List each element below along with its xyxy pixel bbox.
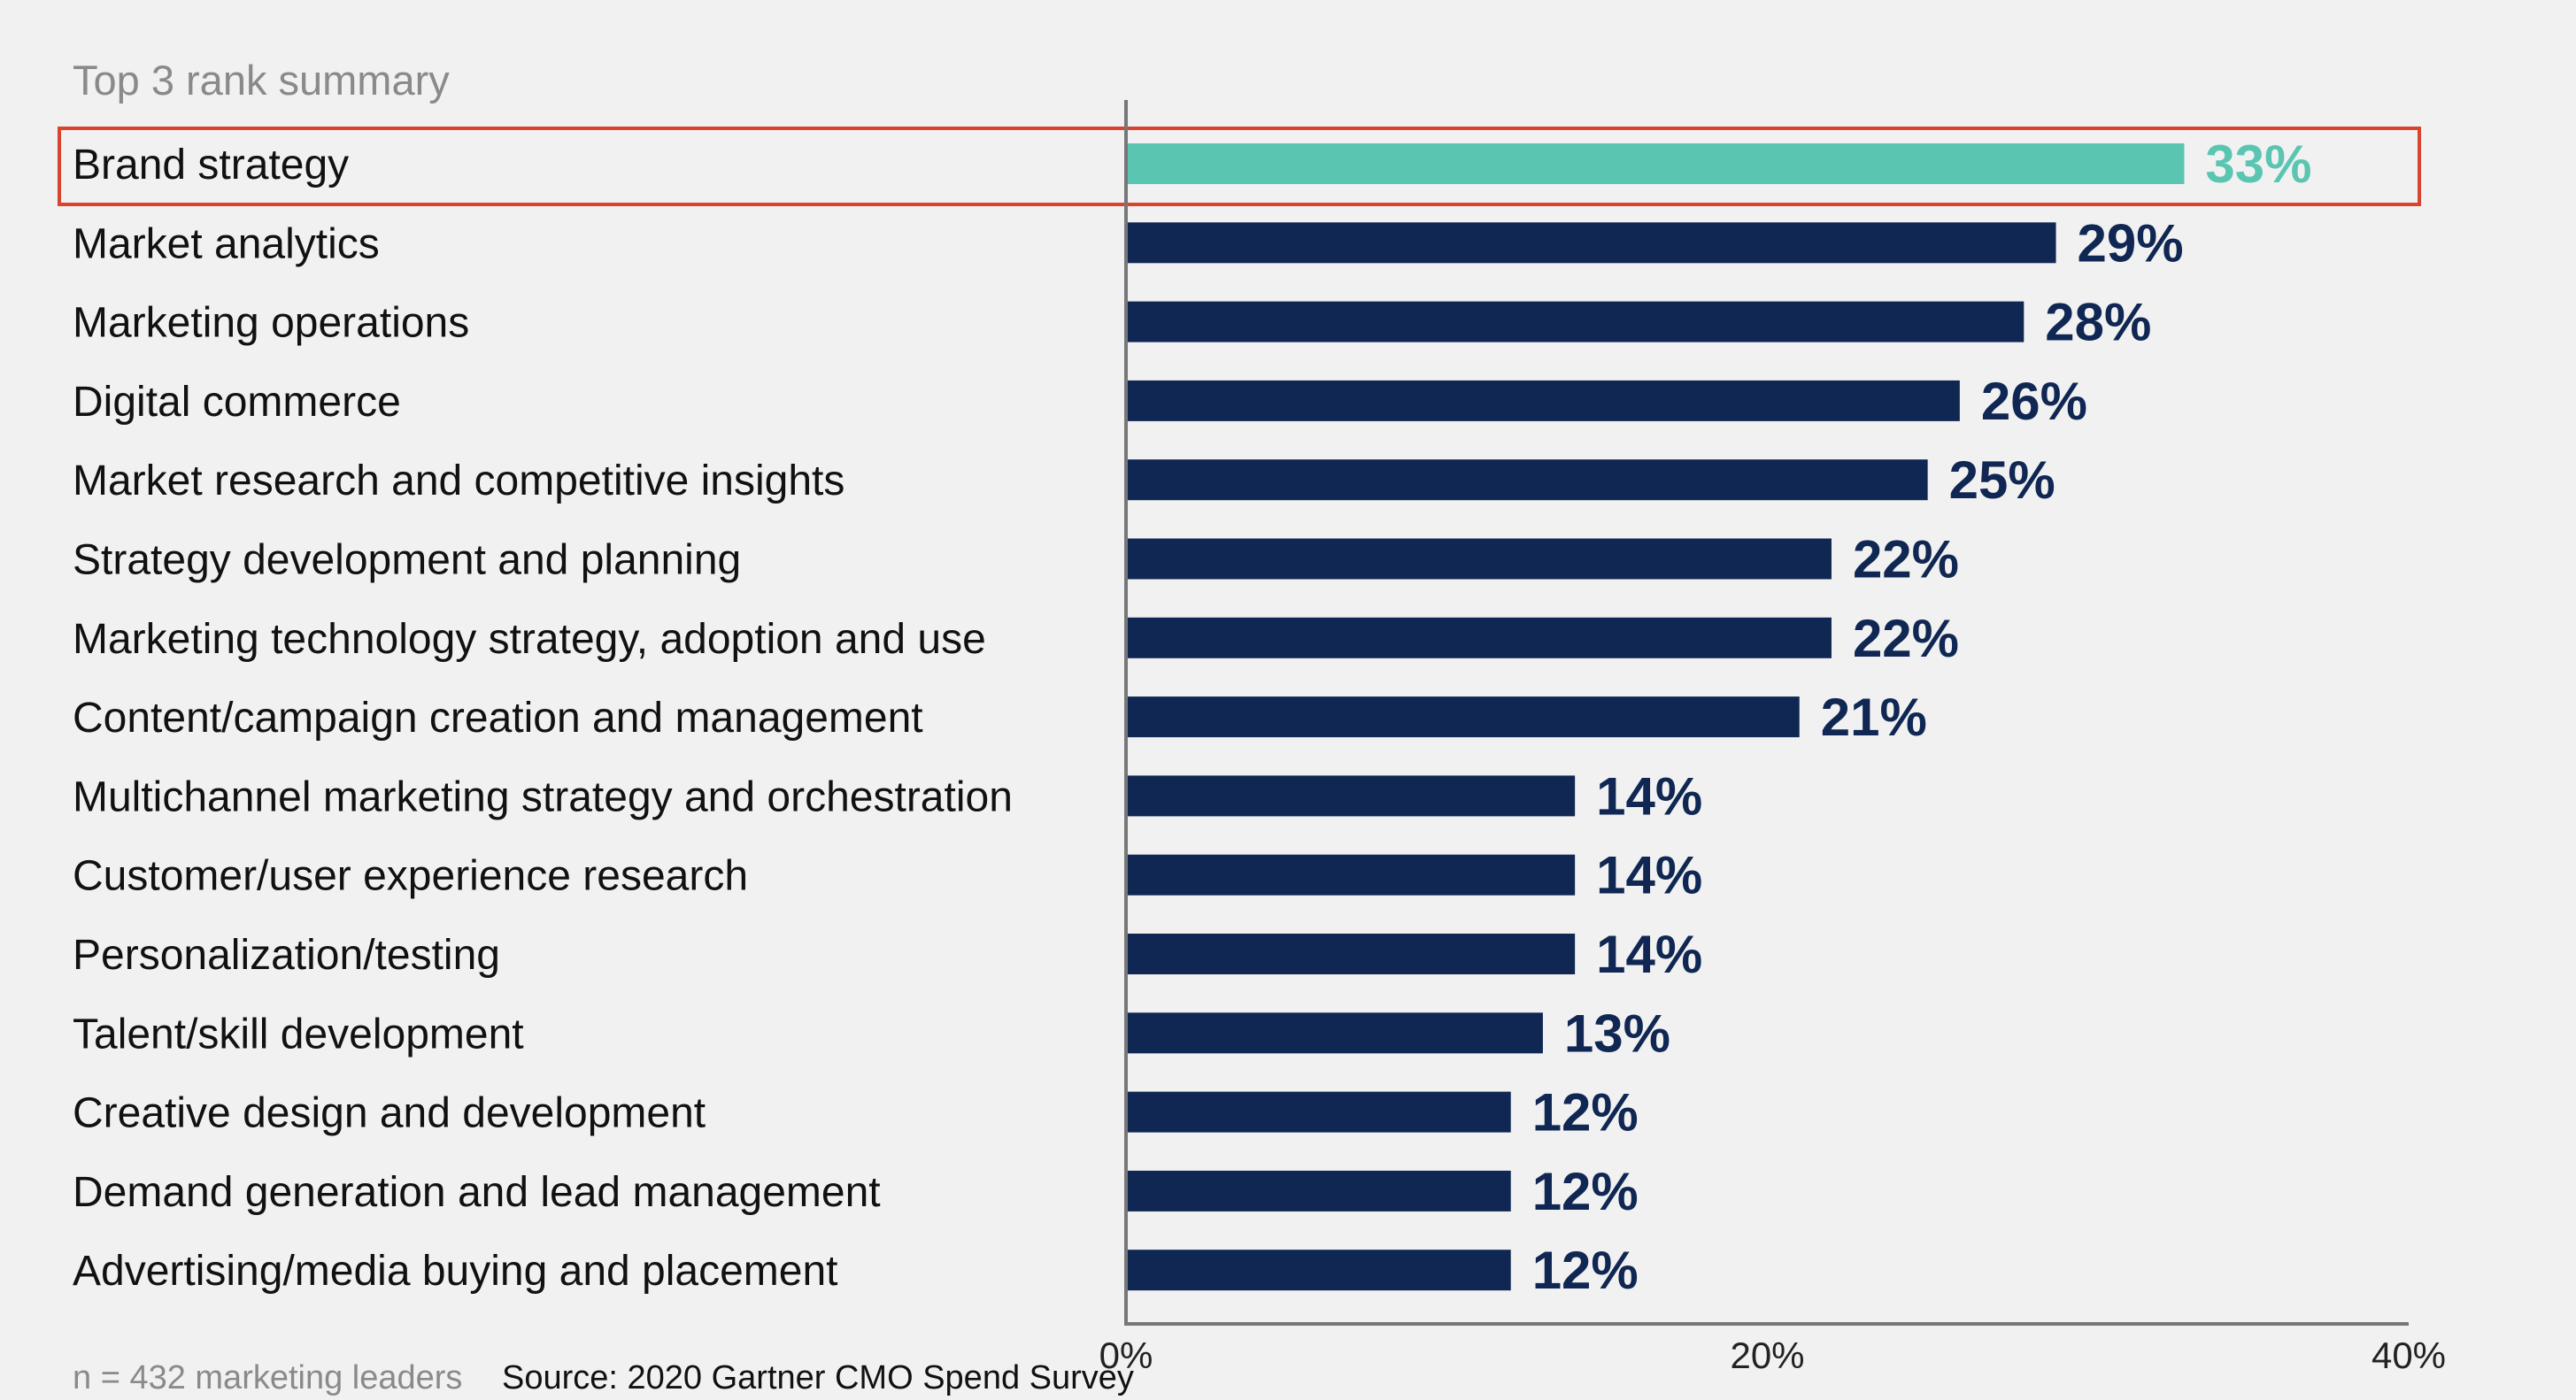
chart-subtitle: Top 3 rank summary (73, 57, 450, 104)
value-label-advertising-media-buying-and-placement: 12% (1532, 1241, 1639, 1300)
highlight-box (58, 127, 2421, 206)
value-label-strategy-development-and-planning: 22% (1853, 530, 1959, 589)
bar-creative-design-and-development (1126, 1091, 1511, 1133)
bar-personalization-testing (1126, 934, 1576, 974)
value-label-creative-design-and-development: 12% (1532, 1083, 1639, 1142)
category-label-talent-skill-development: Talent/skill development (73, 1011, 524, 1058)
bar-brand-strategy (1126, 143, 2185, 184)
bar-digital-commerce (1126, 380, 1960, 421)
bar-demand-generation-and-lead-management (1126, 1170, 1511, 1212)
category-label-strategy-development-and-planning: Strategy development and planning (73, 537, 741, 584)
category-label-market-analytics: Market analytics (73, 220, 380, 267)
x-tick-label-0: 0% (1099, 1335, 1153, 1376)
bar-strategy-development-and-planning (1126, 538, 1832, 580)
sample-size-text: n = 432 marketing leaders (73, 1359, 462, 1396)
value-label-digital-commerce: 26% (1981, 372, 2087, 431)
category-label-digital-commerce: Digital commerce (73, 379, 401, 426)
bar-talent-skill-development (1126, 1012, 1543, 1054)
value-label-market-analytics: 29% (2078, 213, 2184, 273)
bar-advertising-media-buying-and-placement (1126, 1250, 1511, 1291)
x-axis-ticks: 0% 20% 40% (1099, 1335, 2446, 1376)
value-label-talent-skill-development: 13% (1564, 1004, 1670, 1063)
x-tick-label-40: 40% (2372, 1335, 2446, 1376)
x-tick-label-20: 20% (1730, 1335, 1804, 1376)
value-label-brand-strategy: 33% (2205, 135, 2311, 194)
bar-customer-user-experience-research (1126, 854, 1576, 896)
category-label-advertising-media-buying-and-placement: Advertising/media buying and placement (73, 1248, 838, 1295)
category-label-marketing-operations: Marketing operations (73, 300, 469, 347)
category-label-multichannel-marketing-strategy-and-orchestration: Multichannel marketing strategy and orch… (73, 773, 1013, 820)
category-label-personalization-testing: Personalization/testing (73, 932, 500, 979)
source-text: Source: 2020 Gartner CMO Spend Survey (502, 1359, 1134, 1396)
category-labels: Brand strategy Market analytics Marketing … (73, 142, 1013, 1295)
bar-marketing-technology-strategy-adoption-and-use (1126, 617, 1832, 658)
category-label-marketing-technology-strategy-adoption-and-use: Marketing technology strategy, adoption … (73, 616, 986, 663)
bar-market-analytics (1126, 222, 2056, 264)
bar-multichannel-marketing-strategy-and-orchestration (1126, 775, 1576, 817)
value-label-marketing-technology-strategy-adoption-and-use: 22% (1853, 609, 1959, 668)
value-label-demand-generation-and-lead-management: 12% (1532, 1162, 1639, 1221)
category-label-brand-strategy: Brand strategy (73, 142, 349, 188)
category-label-market-research-and-competitive-insights: Market research and competitive insights (73, 458, 845, 504)
value-label-personalization-testing: 14% (1596, 925, 1702, 984)
category-label-content-campaign-creation-and-management: Content/campaign creation and management (73, 695, 923, 742)
value-label-marketing-operations: 28% (2045, 293, 2151, 352)
value-label-content-campaign-creation-and-management: 21% (1821, 688, 1927, 747)
value-label-customer-user-experience-research: 14% (1596, 846, 1702, 905)
bar-market-research-and-competitive-insights (1126, 459, 1928, 501)
bar-marketing-operations (1126, 301, 2025, 342)
bar-content-campaign-creation-and-management (1126, 696, 1800, 738)
highlight-layer (58, 127, 2421, 206)
category-label-demand-generation-and-lead-management: Demand generation and lead management (73, 1169, 881, 1216)
value-label-multichannel-marketing-strategy-and-orchestration: 14% (1596, 766, 1702, 826)
category-label-customer-user-experience-research: Customer/user experience research (73, 853, 748, 900)
bars-layer (1126, 143, 2185, 1291)
category-label-creative-design-and-development: Creative design and development (73, 1090, 706, 1137)
value-labels: 33% 29% 28% 26% 25% 22% 22% 21% 14% 14% 14% 13% 12% 1… (1532, 135, 2312, 1300)
value-label-market-research-and-competitive-insights: 25% (1949, 450, 2055, 510)
sample-size-note: n = 432 marketing leaders Source: 2020 G… (73, 1359, 1134, 1396)
